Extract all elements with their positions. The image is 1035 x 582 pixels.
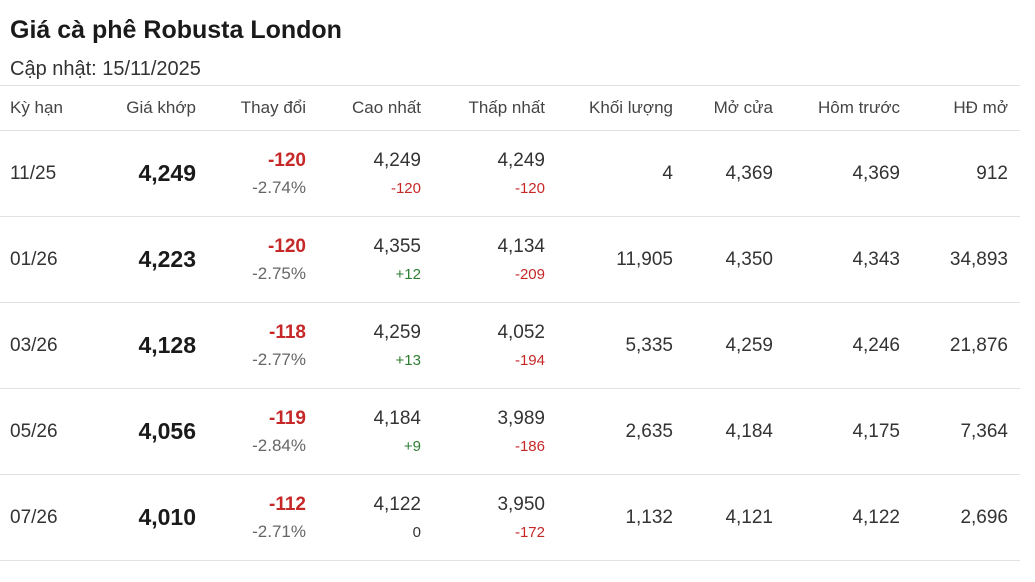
high-diff: 0 [412,524,421,541]
high-value: 4,259 [373,322,421,343]
change-value: -120 [267,235,306,257]
prev-cell: 4,343 [852,248,900,270]
open-cell: 4,184 [725,420,773,442]
table-row: 07/26 4,010 -112 -2.71% 4,122 0 3,950 -1… [0,475,1020,561]
table-header: Kỳ hạn Giá khớp Thay đổi Cao nhất Thấp n… [0,85,1020,131]
low-value: 4,249 [497,150,545,171]
term-cell: 11/25 [10,162,57,184]
table-row: 11/25 4,249 -120 -2.74% 4,249 -120 4,249… [0,131,1020,217]
header-low: Thấp nhất [468,98,545,117]
prev-cell: 4,175 [852,420,900,442]
low-diff: -194 [514,352,545,369]
header-price: Giá khớp [126,98,196,117]
term-cell: 05/26 [10,420,58,442]
open-cell: 4,259 [725,334,773,356]
high-diff: +13 [395,352,421,369]
high-value: 4,355 [373,236,421,257]
high-diff: +12 [395,266,421,283]
term-cell: 07/26 [10,506,58,528]
open-interest-cell: 2,696 [960,506,1008,528]
table-row: 01/26 4,223 -120 -2.75% 4,355 +12 4,134 … [0,217,1020,303]
high-value: 4,184 [373,408,421,429]
low-diff: -209 [514,266,545,283]
change-percent: -2.75% [252,263,306,283]
term-cell: 03/26 [10,334,58,356]
change-percent: -2.71% [252,521,306,541]
open-cell: 4,350 [725,248,773,270]
low-diff: -186 [514,438,545,455]
open-cell: 4,369 [725,162,773,184]
header-high: Cao nhất [352,98,421,117]
low-value: 3,989 [497,408,545,429]
open-interest-cell: 34,893 [949,248,1008,270]
updated-date: Cập nhật: 15/11/2025 [10,58,201,80]
change-value: -118 [269,321,306,343]
price-cell: 4,223 [138,246,196,272]
header-term: Kỳ hạn [10,98,63,117]
table-row: 05/26 4,056 -119 -2.84% 4,184 +9 3,989 -… [0,389,1020,475]
price-cell: 4,010 [138,504,196,530]
header-prev: Hôm trước [817,98,900,117]
high-diff: -120 [390,180,421,197]
prev-cell: 4,122 [852,506,900,528]
header-change: Thay đổi [240,98,306,117]
high-diff: +9 [403,438,421,455]
volume-cell: 4 [662,162,673,184]
low-value: 4,052 [497,322,545,343]
open-interest-cell: 7,364 [960,420,1008,442]
term-cell: 01/26 [10,248,58,270]
change-value: -112 [269,493,306,515]
low-value: 3,950 [497,494,545,515]
prev-cell: 4,369 [852,162,900,184]
page-title: Giá cà phê Robusta London [10,16,342,44]
prev-cell: 4,246 [852,334,900,356]
header-open-interest: HĐ mở [953,98,1008,117]
low-diff: -120 [514,180,545,197]
change-percent: -2.84% [252,435,306,455]
price-table: Kỳ hạn Giá khớp Thay đổi Cao nhất Thấp n… [0,85,1020,561]
price-cell: 4,056 [138,418,196,444]
high-value: 4,249 [373,150,421,171]
open-interest-cell: 21,876 [949,334,1008,356]
low-value: 4,134 [497,236,545,257]
table-row: 03/26 4,128 -118 -2.77% 4,259 +13 4,052 … [0,303,1020,389]
price-cell: 4,249 [138,160,196,186]
change-percent: -2.74% [252,177,306,197]
low-diff: -172 [514,524,545,541]
high-value: 4,122 [373,494,421,515]
open-interest-cell: 912 [976,162,1008,184]
header-volume: Khối lượng [589,98,673,117]
change-percent: -2.77% [252,349,306,369]
volume-cell: 2,635 [625,420,673,442]
open-cell: 4,121 [725,506,773,528]
volume-cell: 11,905 [616,248,673,270]
change-value: -120 [267,149,306,171]
price-cell: 4,128 [138,332,196,358]
change-value: -119 [269,407,306,429]
header-open: Mở cửa [713,98,773,117]
volume-cell: 5,335 [625,334,673,356]
volume-cell: 1,132 [625,506,673,528]
